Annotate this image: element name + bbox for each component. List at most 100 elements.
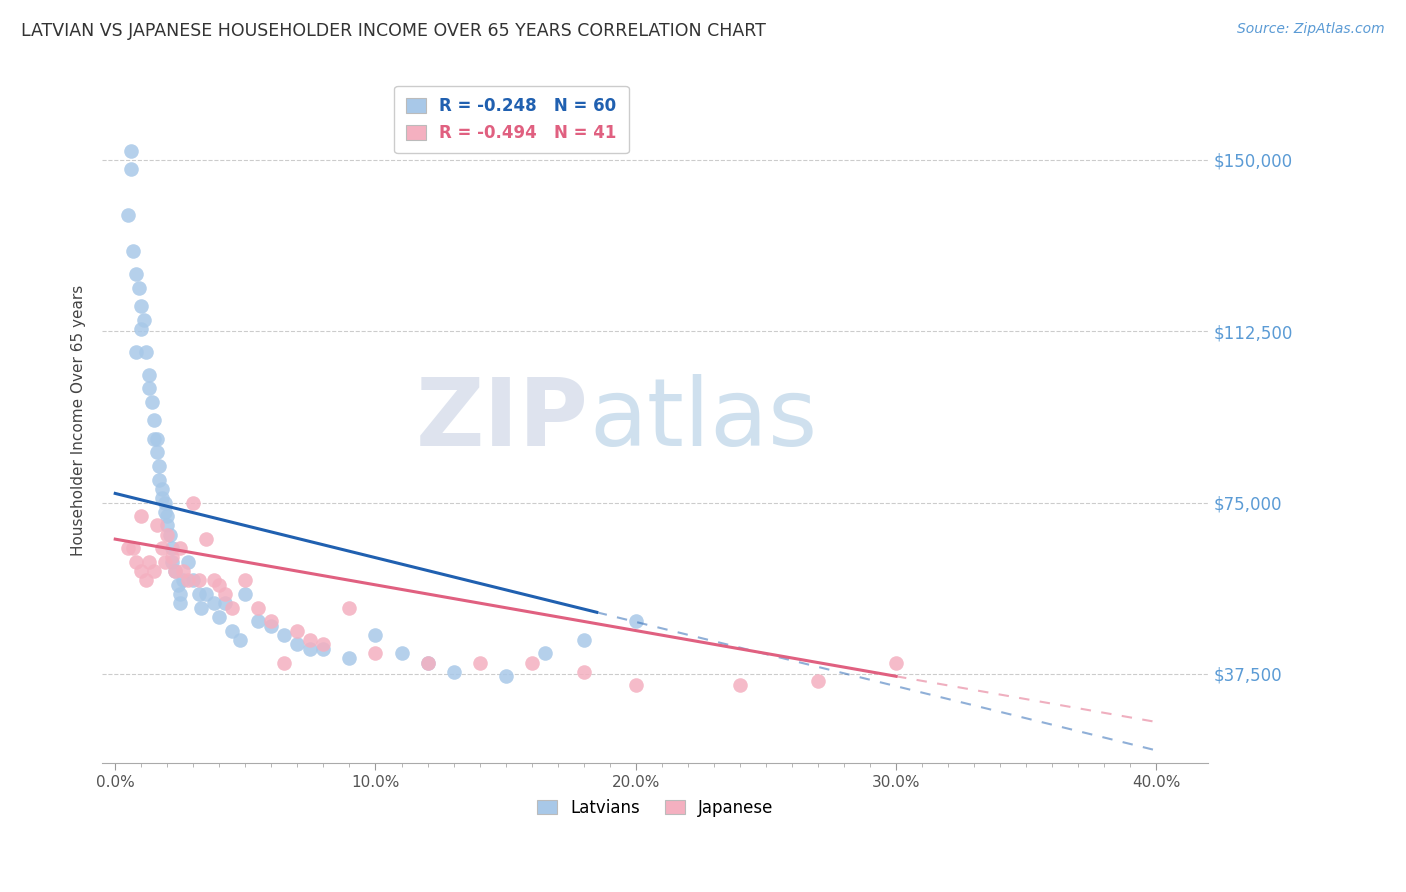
Point xyxy=(146,432,169,446)
Point xyxy=(169,541,191,556)
Point xyxy=(214,587,236,601)
Point xyxy=(120,161,142,176)
Point xyxy=(146,518,169,533)
Point xyxy=(129,509,152,524)
Point xyxy=(125,344,148,359)
Y-axis label: Householder Income Over 65 years: Householder Income Over 65 years xyxy=(72,285,86,556)
Point xyxy=(143,564,166,578)
Point xyxy=(728,678,751,692)
Point xyxy=(122,244,145,259)
Point xyxy=(172,564,194,578)
Point xyxy=(156,518,179,533)
Point xyxy=(135,574,157,588)
Point xyxy=(138,381,160,395)
Point xyxy=(181,495,204,509)
Point xyxy=(495,669,517,683)
Point xyxy=(150,541,173,556)
Point xyxy=(533,647,555,661)
Legend: Latvians, Japanese: Latvians, Japanese xyxy=(530,792,780,823)
Point xyxy=(339,600,361,615)
Point xyxy=(177,574,200,588)
Point xyxy=(135,344,157,359)
Text: ZIP: ZIP xyxy=(416,375,589,467)
Point xyxy=(166,578,188,592)
Point xyxy=(287,624,309,638)
Point xyxy=(416,656,439,670)
Point xyxy=(165,564,187,578)
Point xyxy=(468,656,491,670)
Point xyxy=(260,619,283,633)
Point xyxy=(202,574,225,588)
Point xyxy=(299,641,322,656)
Point xyxy=(150,491,173,505)
Point xyxy=(153,505,176,519)
Point xyxy=(169,596,191,610)
Point xyxy=(129,322,152,336)
Point xyxy=(624,678,647,692)
Point xyxy=(181,574,204,588)
Point xyxy=(122,541,145,556)
Point xyxy=(117,208,139,222)
Point xyxy=(884,656,907,670)
Point xyxy=(229,632,252,647)
Point xyxy=(520,656,543,670)
Point xyxy=(221,624,243,638)
Point xyxy=(572,665,595,679)
Point xyxy=(162,550,184,565)
Point xyxy=(391,647,413,661)
Point xyxy=(162,555,184,569)
Point xyxy=(148,473,170,487)
Point xyxy=(165,564,187,578)
Point xyxy=(172,574,194,588)
Point xyxy=(364,628,387,642)
Point xyxy=(247,600,270,615)
Point xyxy=(169,587,191,601)
Point xyxy=(138,555,160,569)
Point xyxy=(143,413,166,427)
Point xyxy=(339,651,361,665)
Point xyxy=(120,144,142,158)
Point xyxy=(312,637,335,651)
Point xyxy=(312,641,335,656)
Point xyxy=(807,673,830,688)
Point xyxy=(221,600,243,615)
Point xyxy=(159,527,181,541)
Point xyxy=(117,541,139,556)
Point xyxy=(273,656,295,670)
Point xyxy=(187,574,209,588)
Text: atlas: atlas xyxy=(589,375,817,467)
Point xyxy=(143,432,166,446)
Point xyxy=(129,564,152,578)
Point xyxy=(202,596,225,610)
Point xyxy=(153,495,176,509)
Point xyxy=(128,281,150,295)
Point xyxy=(235,587,257,601)
Point xyxy=(247,615,270,629)
Point xyxy=(146,445,169,459)
Point xyxy=(443,665,465,679)
Point xyxy=(208,578,231,592)
Point xyxy=(273,628,295,642)
Point xyxy=(141,395,163,409)
Point xyxy=(153,555,176,569)
Point xyxy=(195,587,218,601)
Point xyxy=(260,615,283,629)
Point xyxy=(299,632,322,647)
Point xyxy=(190,600,212,615)
Point xyxy=(177,555,200,569)
Point xyxy=(156,509,179,524)
Point xyxy=(125,555,148,569)
Point xyxy=(624,615,647,629)
Point xyxy=(138,368,160,382)
Point xyxy=(156,527,179,541)
Point xyxy=(195,532,218,546)
Point xyxy=(148,458,170,473)
Point xyxy=(132,312,155,326)
Point xyxy=(214,596,236,610)
Point xyxy=(162,541,184,556)
Text: LATVIAN VS JAPANESE HOUSEHOLDER INCOME OVER 65 YEARS CORRELATION CHART: LATVIAN VS JAPANESE HOUSEHOLDER INCOME O… xyxy=(21,22,766,40)
Point xyxy=(235,574,257,588)
Point xyxy=(187,587,209,601)
Point xyxy=(125,267,148,281)
Point xyxy=(364,647,387,661)
